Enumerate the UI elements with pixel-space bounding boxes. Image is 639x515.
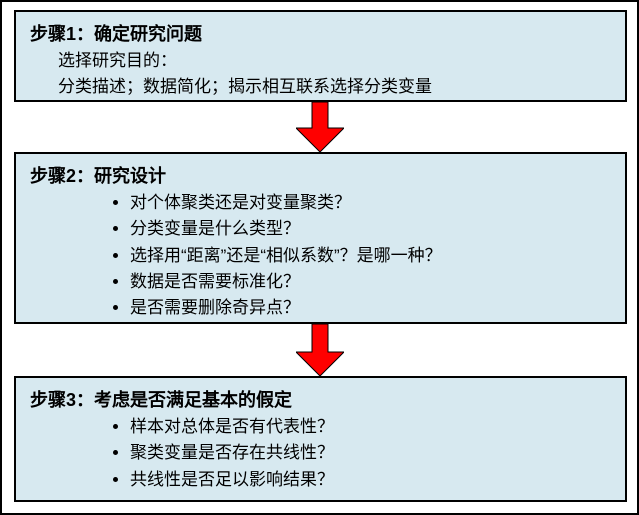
step3-bullet-1: 样本对总体是否有代表性？ xyxy=(130,414,611,440)
arrow-down-2 xyxy=(296,324,344,376)
step-box-3: 步骤3：考虑是否满足基本的假定 样本对总体是否有代表性？ 聚类变量是否存在共线性… xyxy=(14,376,627,502)
step2-title: 步骤2：研究设计 xyxy=(30,162,611,188)
step1-line1: 选择研究目的： xyxy=(58,48,611,74)
step2-bullets: 对个体聚类还是对变量聚类？ 分类变量是什么类型？ 选择用“距离”还是“相似系数”… xyxy=(30,190,611,322)
step2-bullet-5: 是否需要删除奇异点？ xyxy=(130,295,611,321)
step-box-2: 步骤2：研究设计 对个体聚类还是对变量聚类？ 分类变量是什么类型？ 选择用“距离… xyxy=(14,152,627,324)
step1-line2: 分类描述；数据简化；揭示相互联系选择分类变量 xyxy=(58,74,611,100)
step2-bullet-4: 数据是否需要标准化？ xyxy=(130,269,611,295)
step1-body: 选择研究目的： 分类描述；数据简化；揭示相互联系选择分类变量 xyxy=(30,48,611,99)
step3-bullet-2: 聚类变量是否存在共线性？ xyxy=(130,440,611,466)
step1-title: 步骤1：确定研究问题 xyxy=(30,20,611,46)
step3-bullet-3: 共线性是否足以影响结果？ xyxy=(130,467,611,493)
step2-bullet-3: 选择用“距离”还是“相似系数”？是哪一种？ xyxy=(130,243,611,269)
step3-bullets: 样本对总体是否有代表性？ 聚类变量是否存在共线性？ 共线性是否足以影响结果？ xyxy=(30,414,611,493)
step3-title: 步骤3：考虑是否满足基本的假定 xyxy=(30,386,611,412)
flowchart-canvas: 步骤1：确定研究问题 选择研究目的： 分类描述；数据简化；揭示相互联系选择分类变… xyxy=(0,0,639,515)
arrow-down-1 xyxy=(296,102,344,152)
step2-bullet-2: 分类变量是什么类型？ xyxy=(130,216,611,242)
step-box-1: 步骤1：确定研究问题 选择研究目的： 分类描述；数据简化；揭示相互联系选择分类变… xyxy=(14,10,627,102)
step2-bullet-1: 对个体聚类还是对变量聚类？ xyxy=(130,190,611,216)
